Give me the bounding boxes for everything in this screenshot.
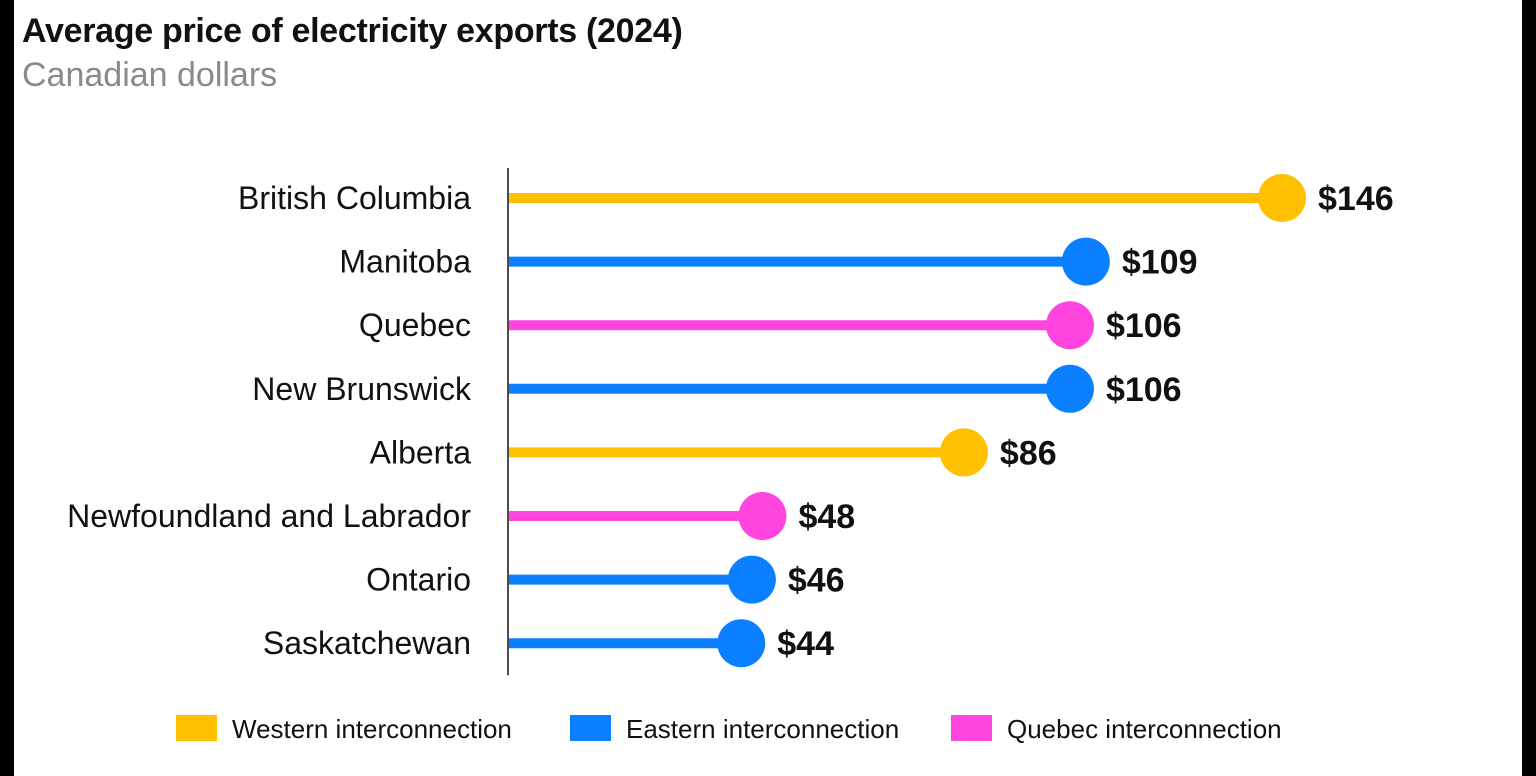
category-label-newfoundland-and-labrador: Newfoundland and Labrador (67, 498, 471, 534)
value-label-british-columbia: $146 (1318, 180, 1394, 218)
legend-label-quebec: Quebec interconnection (1007, 714, 1282, 744)
legend-swatch-western (176, 715, 217, 741)
category-label-alberta: Alberta (370, 434, 472, 470)
dot-ontario (727, 555, 776, 604)
category-label-quebec: Quebec (359, 307, 471, 343)
dot-new-brunswick (1045, 364, 1094, 413)
category-label-saskatchewan: Saskatchewan (263, 625, 471, 661)
chart-card: Average price of electricity exports (20… (14, 0, 1522, 776)
category-label-manitoba: Manitoba (339, 244, 471, 280)
value-label-new-brunswick: $106 (1106, 371, 1182, 409)
chart-title: Average price of electricity exports (20… (22, 12, 683, 50)
legend-swatch-quebec (951, 715, 992, 741)
dot-british-columbia (1258, 174, 1306, 222)
dot-newfoundland-and-labrador (738, 492, 787, 540)
dot-alberta (939, 428, 988, 477)
category-label-british-columbia: British Columbia (238, 180, 471, 216)
value-label-alberta: $86 (1000, 434, 1057, 472)
chart-subtitle: Canadian dollars (22, 56, 278, 94)
value-label-ontario: $46 (788, 562, 845, 600)
dot-saskatchewan (717, 619, 766, 668)
legend-swatch-eastern (570, 715, 611, 741)
legend-label-eastern: Eastern interconnection (626, 714, 899, 744)
category-label-new-brunswick: New Brunswick (252, 371, 472, 407)
lollipop-chart: British Columbia $146 Manitoba $109 Quebec $1… (67, 168, 1394, 744)
value-label-quebec: $106 (1106, 307, 1182, 345)
value-label-newfoundland-and-labrador: $48 (798, 498, 855, 536)
dot-quebec (1045, 301, 1094, 350)
category-label-ontario: Ontario (366, 562, 471, 598)
value-label-saskatchewan: $44 (777, 625, 834, 663)
dot-manitoba (1061, 237, 1110, 286)
legend-label-western: Western interconnection (232, 714, 512, 744)
value-label-manitoba: $109 (1122, 244, 1198, 282)
